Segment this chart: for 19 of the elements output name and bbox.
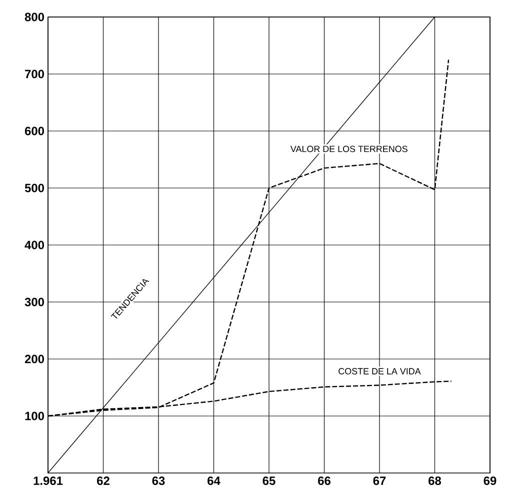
y-tick-label: 100 xyxy=(25,412,44,420)
y-tick-label: 500 xyxy=(24,184,44,192)
x-tick-label: 67 xyxy=(373,476,386,485)
y-tick-label: 800 xyxy=(24,12,44,22)
x-tick-label: 66 xyxy=(318,476,330,485)
x-tick-label: 68 xyxy=(428,476,442,485)
y-tick-label: 300 xyxy=(24,298,44,306)
x-tick-label: 64 xyxy=(208,476,220,485)
series-label: COSTE DE LA VIDA xyxy=(338,368,421,374)
y-tick-label: 400 xyxy=(24,240,44,250)
y-tick-label: 700 xyxy=(25,70,44,78)
x-tick-label: 63 xyxy=(152,476,165,486)
y-tick-label: 600 xyxy=(24,126,44,136)
x-tick-label: 69 xyxy=(484,476,496,485)
x-tick-label: 1.961 xyxy=(34,476,63,485)
x-tick-label: 65 xyxy=(262,476,276,485)
y-tick-label: 200 xyxy=(24,354,44,364)
series-label: VALOR DE LOS TERRENOS xyxy=(290,146,408,152)
x-tick-label: 62 xyxy=(97,476,110,485)
